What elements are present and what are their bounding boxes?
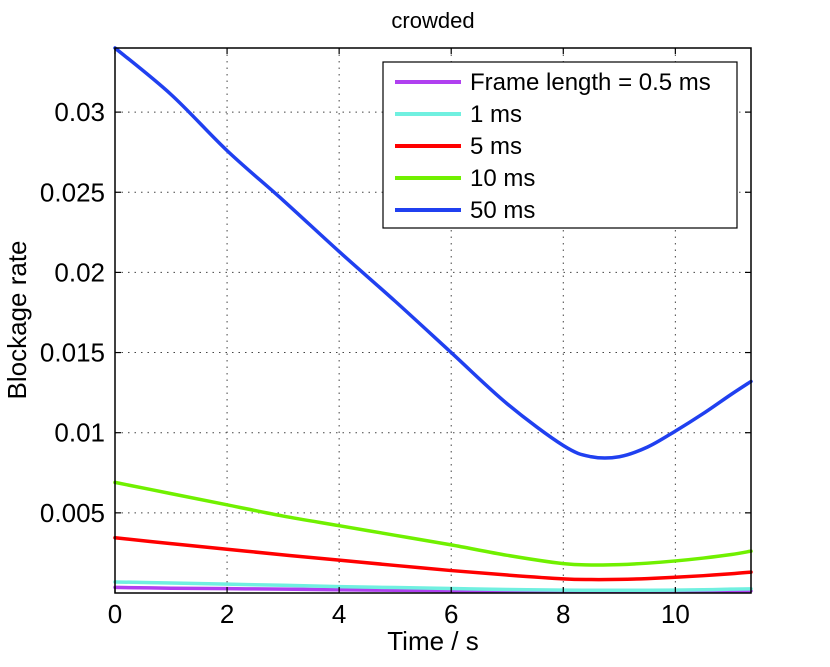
x-tick-label: 6 (444, 599, 458, 629)
series-lines (113, 46, 753, 594)
y-axis-label: Blockage rate (2, 241, 32, 400)
x-tick-label: 4 (332, 599, 346, 629)
x-tick-label: 10 (661, 599, 690, 629)
x-tick-label: 8 (556, 599, 570, 629)
y-tick-label: 0.005 (40, 498, 105, 528)
series-line-1 (113, 580, 753, 593)
legend-label-4: 50 ms (470, 197, 535, 224)
legend: Frame length = 0.5 ms 1 ms 5 ms 10 ms 50 ms (382, 61, 738, 229)
y-tick-label: 0.015 (40, 338, 105, 368)
y-tick-label: 0.03 (54, 97, 105, 127)
axis-ticks: 0 2 4 6 8 10 0.005 0.01 0.015 0.02 0.025 0.03 (40, 48, 751, 629)
y-tick-label: 0.025 (40, 177, 105, 207)
x-axis-label: Time / s (387, 626, 478, 656)
y-tick-label: 0.01 (54, 418, 105, 448)
plot-frame (114, 47, 752, 594)
series-line-2 (113, 535, 753, 582)
legend-label-3: 10 ms (470, 165, 535, 192)
x-tick-label: 0 (108, 599, 122, 629)
chart-title: crowded (391, 8, 474, 33)
legend-label-2: 5 ms (470, 133, 522, 160)
x-tick-label: 2 (220, 599, 234, 629)
legend-label-1: 1 ms (470, 101, 522, 128)
series-line-3 (113, 480, 753, 567)
y-tick-label: 0.02 (54, 257, 105, 287)
legend-label-0: Frame length = 0.5 ms (470, 69, 711, 96)
series-line-4 (113, 46, 753, 460)
